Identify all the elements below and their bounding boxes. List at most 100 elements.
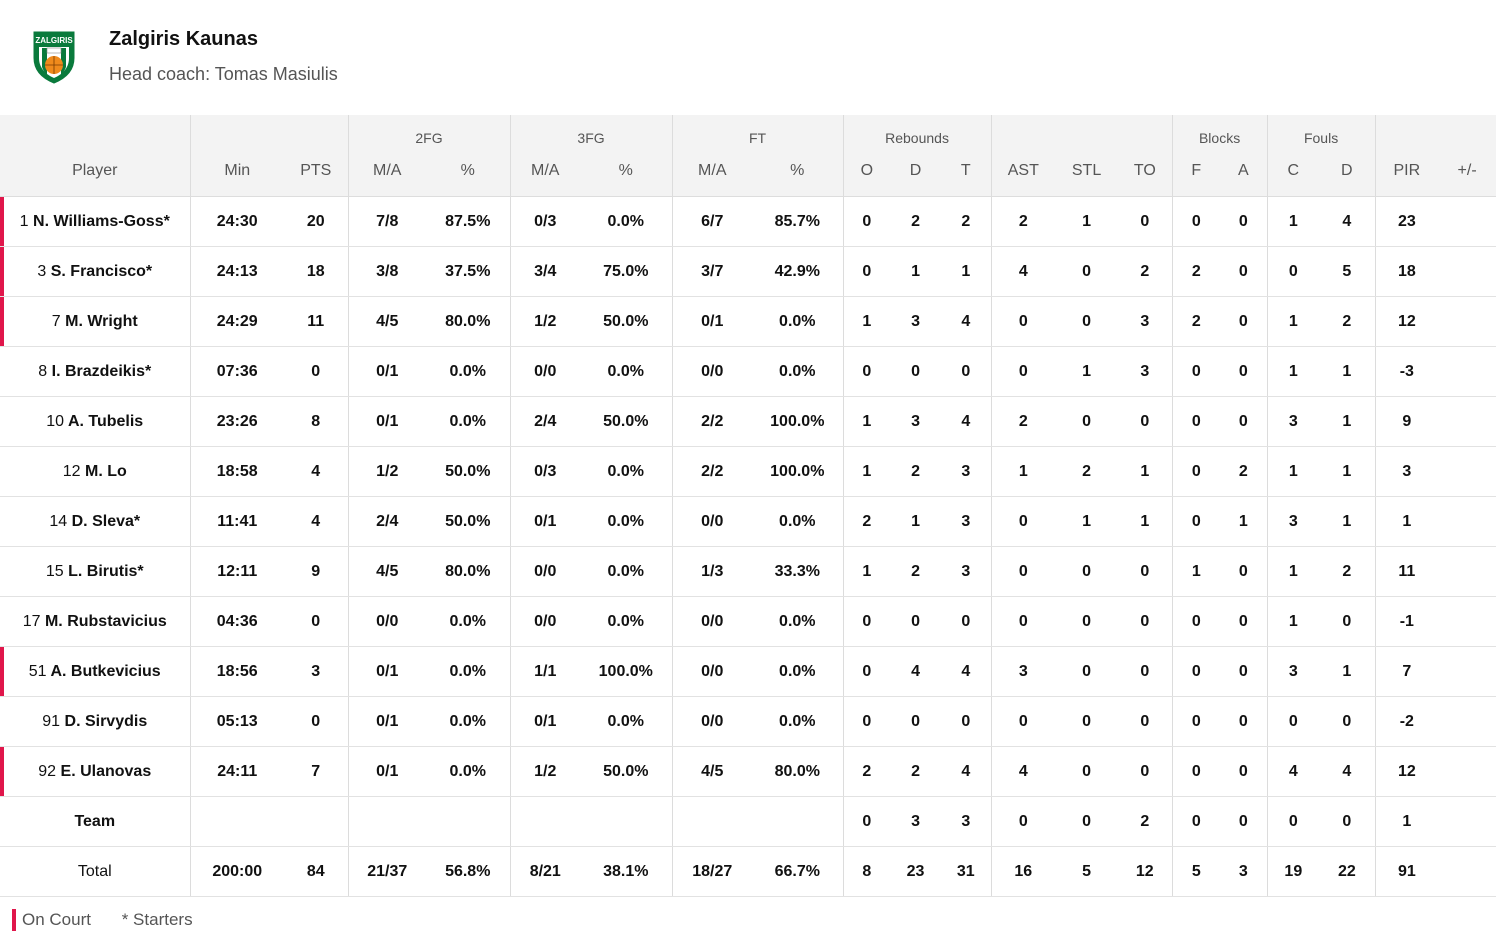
stat-pm: [1438, 296, 1496, 347]
player-row[interactable]: 12 M. Lo 18:58 4 1/2 50.0% 0/3 0.0% 2/2 100.0% 1 2…: [0, 446, 1496, 497]
col-2fg-ma[interactable]: M/A: [347, 146, 426, 197]
stat-ba: 0: [1220, 246, 1268, 297]
col-reb-o[interactable]: O: [842, 146, 891, 197]
stat-pts: 0: [284, 346, 348, 397]
player-cell[interactable]: 14 D. Sleva*: [0, 496, 190, 547]
col-pir[interactable]: PIR: [1374, 146, 1439, 197]
stat-fc: 1: [1266, 596, 1320, 647]
total-ft-ma: 18/27: [671, 846, 753, 897]
stat-t: 4: [941, 296, 992, 347]
player-cell[interactable]: 8 I. Brazdeikis*: [0, 346, 190, 397]
stat-fg2-ma: 0/1: [347, 746, 426, 797]
player-row[interactable]: 51 A. Butkevicius 18:56 3 0/1 0.0% 1/1 100.0% 0…: [0, 646, 1496, 697]
player-row[interactable]: 1 N. Williams-Goss* 24:30 20 7/8 87.5% 0/3 0.0…: [0, 196, 1496, 247]
col-blk-f[interactable]: F: [1171, 146, 1221, 197]
stat-pm: [1438, 696, 1496, 747]
player-name-link[interactable]: I. Brazdeikis*: [51, 362, 152, 380]
stat-pm: [1438, 546, 1496, 597]
player-cell[interactable]: 17 M. Rubstavicius: [0, 596, 190, 647]
stat-fg2-ma: 3/8: [347, 246, 426, 297]
stat-ft-pct: 100.0%: [752, 446, 844, 497]
player-name-link[interactable]: S. Francisco*: [50, 262, 153, 280]
player-row[interactable]: 7 M. Wright 24:29 11 4/5 80.0% 1/2 50.0% 0/1 0.0…: [0, 296, 1496, 347]
player-name-link[interactable]: M. Lo: [84, 462, 127, 480]
player-name-link[interactable]: M. Rubstavicius: [44, 612, 167, 630]
player-cell[interactable]: 91 D. Sirvydis: [0, 696, 190, 747]
player-cell[interactable]: 3 S. Francisco*: [0, 246, 190, 297]
col-foul-c[interactable]: C: [1266, 146, 1320, 197]
stat-t: 3: [941, 446, 992, 497]
col-pts[interactable]: PTS: [284, 146, 348, 197]
player-row[interactable]: 17 M. Rubstavicius 04:36 0 0/0 0.0% 0/0 0.0% 0/…: [0, 596, 1496, 647]
col-2fg-pct[interactable]: %: [426, 146, 511, 197]
stat-fc: 0: [1266, 246, 1320, 297]
player-name-link[interactable]: A. Tubelis: [67, 412, 144, 430]
stat-stl: 0: [1055, 646, 1119, 697]
group-ft: FT: [671, 115, 844, 146]
team-logo-icon: ZALGIRIS: [33, 31, 75, 84]
stat-fg2-ma: 4/5: [347, 546, 426, 597]
box-score-table: 2FG 3FG FT Rebounds Blocks Fouls Player …: [0, 115, 1496, 897]
stat-ft-ma: 2/2: [671, 396, 753, 447]
col-player[interactable]: Player: [0, 146, 190, 197]
player-name-link[interactable]: N. Williams-Goss*: [33, 212, 170, 230]
player-cell[interactable]: 92 E. Ulanovas: [0, 746, 190, 797]
stat-o: 1: [842, 296, 891, 347]
stat-fc: 1: [1266, 546, 1320, 597]
stat-stl: 0: [1055, 746, 1119, 797]
col-min[interactable]: Min: [189, 146, 284, 197]
total-min: 200:00: [189, 846, 284, 897]
col-blk-a[interactable]: A: [1220, 146, 1268, 197]
stat-pir: 1: [1374, 496, 1439, 547]
col-foul-d[interactable]: D: [1319, 146, 1376, 197]
stat-pts: 0: [284, 696, 348, 747]
col-stl[interactable]: STL: [1055, 146, 1119, 197]
player-row[interactable]: 15 L. Birutis* 12:11 9 4/5 80.0% 0/0 0.0% 1/3 33…: [0, 546, 1496, 597]
stat-min: 07:36: [189, 346, 284, 397]
stat-bf: 0: [1171, 496, 1221, 547]
svg-text:ZALGIRIS: ZALGIRIS: [35, 36, 73, 45]
player-name-link[interactable]: L. Birutis*: [68, 562, 144, 580]
stat-bf: 0: [1171, 696, 1221, 747]
stat-o: 2: [842, 496, 891, 547]
player-number: 7: [51, 312, 61, 330]
stat-ast: 0: [990, 696, 1056, 747]
stat-stl: 0: [1055, 296, 1119, 347]
player-name-link[interactable]: D. Sirvydis: [64, 712, 148, 730]
player-cell[interactable]: 15 L. Birutis*: [0, 546, 190, 597]
stat-ast: 0: [990, 296, 1056, 347]
player-row[interactable]: 91 D. Sirvydis 05:13 0 0/1 0.0% 0/1 0.0% 0/0 0.0…: [0, 696, 1496, 747]
player-name-link[interactable]: A. Butkevicius: [50, 662, 161, 680]
player-row[interactable]: 10 A. Tubelis 23:26 8 0/1 0.0% 2/4 50.0% 2/2 100…: [0, 396, 1496, 447]
player-name-link[interactable]: E. Ulanovas: [60, 762, 152, 780]
player-name-link[interactable]: M. Wright: [65, 312, 138, 330]
col-3fg-pct[interactable]: %: [580, 146, 673, 197]
stat-ft-pct: 33.3%: [752, 546, 844, 597]
player-cell[interactable]: 12 M. Lo: [0, 446, 190, 497]
stat-d: 2: [890, 746, 942, 797]
stat-ast: 4: [990, 746, 1056, 797]
player-cell[interactable]: 7 M. Wright: [0, 296, 190, 347]
col-ast[interactable]: AST: [990, 146, 1056, 197]
stat-fg2-pct: 0.0%: [426, 596, 511, 647]
col-plus-minus[interactable]: +/-: [1438, 146, 1496, 197]
col-ft-ma[interactable]: M/A: [671, 146, 753, 197]
stat-ba: 0: [1220, 396, 1268, 447]
player-cell[interactable]: 10 A. Tubelis: [0, 396, 190, 447]
col-3fg-ma[interactable]: M/A: [509, 146, 581, 197]
player-cell[interactable]: 51 A. Butkevicius: [0, 646, 190, 697]
col-to[interactable]: TO: [1118, 146, 1173, 197]
player-cell[interactable]: 1 N. Williams-Goss*: [0, 196, 190, 247]
stat-ft-ma: 3/7: [671, 246, 753, 297]
col-reb-t[interactable]: T: [941, 146, 992, 197]
player-row[interactable]: 92 E. Ulanovas 24:11 7 0/1 0.0% 1/2 50.0% 4/5 80…: [0, 746, 1496, 797]
player-row[interactable]: 14 D. Sleva* 11:41 4 2/4 50.0% 0/1 0.0% 0/0 0.0%…: [0, 496, 1496, 547]
player-row[interactable]: 3 S. Francisco* 24:13 18 3/8 37.5% 3/4 75.0% 3/…: [0, 246, 1496, 297]
player-name-link[interactable]: D. Sleva*: [71, 512, 141, 530]
col-reb-d[interactable]: D: [890, 146, 942, 197]
stat-fd: 1: [1319, 346, 1376, 397]
player-row[interactable]: 8 I. Brazdeikis* 07:36 0 0/1 0.0% 0/0 0.0% 0/0 0…: [0, 346, 1496, 397]
col-ft-pct[interactable]: %: [752, 146, 844, 197]
team-name: Zalgiris Kaunas: [109, 28, 258, 50]
stat-ast: 0: [990, 496, 1056, 547]
